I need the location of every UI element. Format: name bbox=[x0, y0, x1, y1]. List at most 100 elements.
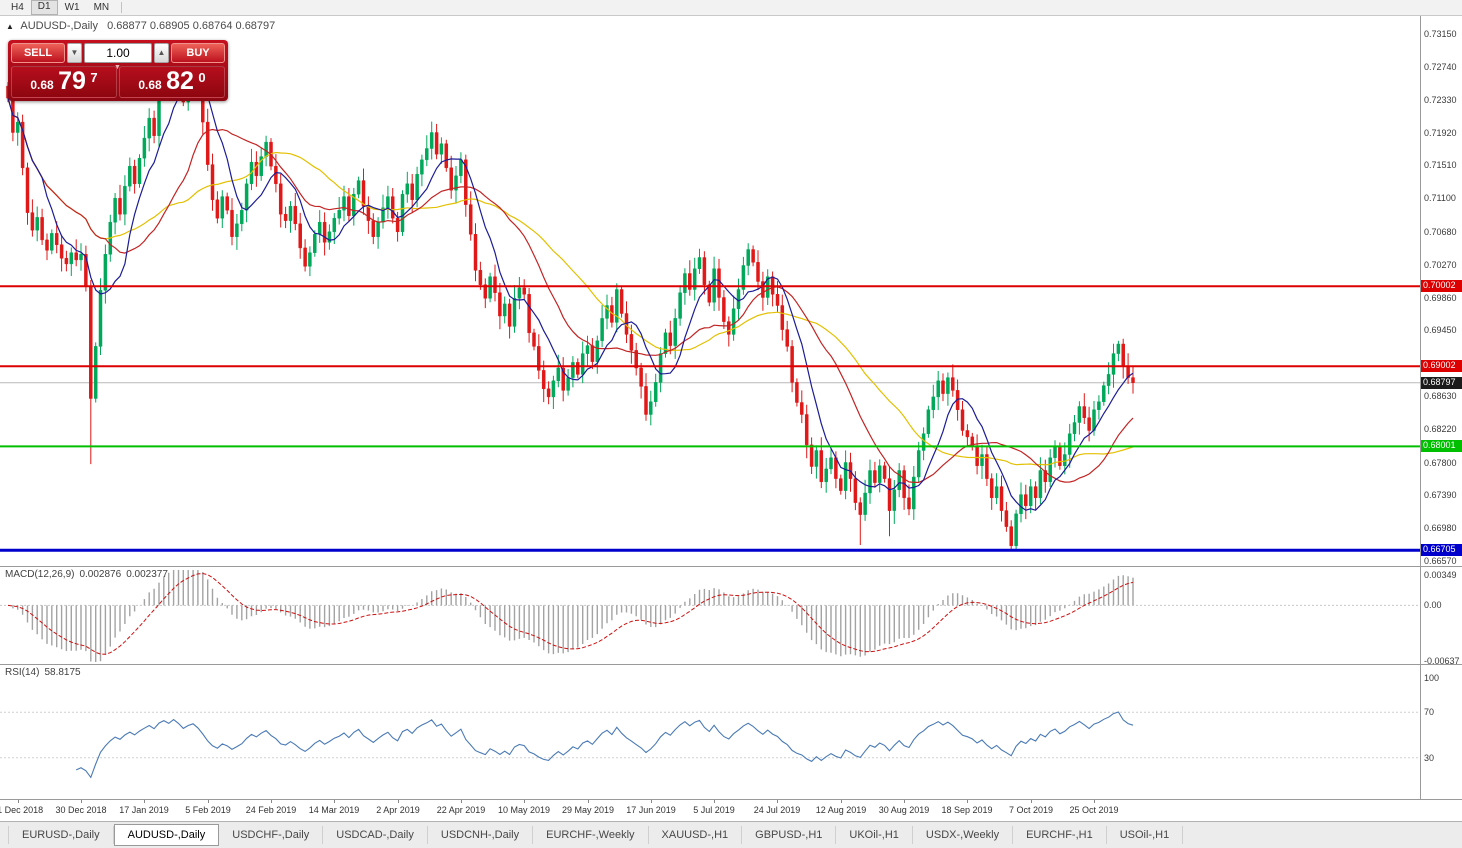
price-level-tag: 0.70002 bbox=[1421, 280, 1462, 292]
price-tick: 0.68630 bbox=[1424, 391, 1457, 401]
tab-usdcad-daily[interactable]: USDCAD-,Daily bbox=[323, 826, 428, 844]
tab-eurusd-daily[interactable]: EURUSD-,Daily bbox=[8, 826, 114, 844]
price-tick: 0.66570 bbox=[1424, 556, 1457, 566]
tab-gbpusd-h1[interactable]: GBPUSD-,H1 bbox=[742, 826, 837, 844]
tab-eurchf-weekly[interactable]: EURCHF-,Weekly bbox=[533, 826, 649, 844]
date-axis[interactable]: 11 Dec 2018 30 Dec 2018 17 Jan 2019 5 Feb 2… bbox=[0, 799, 1462, 821]
buy-button[interactable]: BUY bbox=[171, 43, 225, 63]
date-label: 12 Aug 2019 bbox=[815, 805, 867, 815]
date-label: 5 Jul 2019 bbox=[693, 805, 735, 815]
macd-tick: -0.00637 bbox=[1424, 656, 1460, 666]
date-label: 24 Jul 2019 bbox=[753, 805, 801, 815]
price-tick: 0.69860 bbox=[1424, 293, 1457, 303]
tab-ukoil-h1[interactable]: UKOil-,H1 bbox=[836, 826, 913, 844]
rsi-title: RSI(14) 58.8175 bbox=[5, 667, 86, 678]
panel-divider[interactable] bbox=[0, 566, 1462, 567]
date-label: 22 Apr 2019 bbox=[436, 805, 486, 815]
sell-button[interactable]: SELL bbox=[11, 43, 65, 63]
buy-price-display[interactable]: 0.68 82 0 bbox=[119, 66, 225, 98]
volume-input[interactable] bbox=[84, 43, 152, 63]
date-tick-mark bbox=[651, 800, 652, 803]
date-tick-mark bbox=[461, 800, 462, 803]
date-label: 5 Feb 2019 bbox=[185, 805, 231, 815]
price-tick: 0.66980 bbox=[1424, 523, 1457, 533]
date-label: 2 Apr 2019 bbox=[376, 805, 420, 815]
rsi-axis[interactable]: 100 70 30 bbox=[1420, 665, 1462, 799]
panel-divider[interactable] bbox=[0, 664, 1462, 665]
rsi-value: 58.8175 bbox=[44, 667, 81, 678]
buy-price-prefix: 0.68 bbox=[138, 78, 162, 92]
date-label: 29 May 2019 bbox=[561, 805, 615, 815]
date-tick-mark bbox=[841, 800, 842, 803]
date-tick-mark bbox=[398, 800, 399, 803]
macd-axis[interactable]: 0.00349 0.00 -0.00637 bbox=[1420, 567, 1462, 666]
price-level-tag: 0.66705 bbox=[1421, 544, 1462, 556]
macd-tick: 0.00 bbox=[1424, 600, 1442, 610]
tab-xauusd-h1[interactable]: XAUUSD-,H1 bbox=[649, 826, 743, 844]
main-price-axis[interactable]: 0.73150 0.72740 0.72330 0.71920 0.71510 0.711… bbox=[1420, 16, 1462, 566]
rsi-tick: 70 bbox=[1424, 707, 1435, 717]
chart-symbol-label: AUDUSD-,Daily bbox=[20, 20, 98, 32]
date-tick-mark bbox=[967, 800, 968, 803]
date-label: 24 Feb 2019 bbox=[245, 805, 297, 815]
date-label: 17 Jun 2019 bbox=[626, 805, 676, 815]
timeframe-button-mn[interactable]: MN bbox=[93, 2, 110, 13]
price-tick: 0.71920 bbox=[1424, 128, 1457, 138]
volume-decrease-button[interactable]: ▼ bbox=[67, 43, 82, 63]
price-tick: 0.71510 bbox=[1424, 160, 1457, 170]
date-tick-mark bbox=[777, 800, 778, 803]
rsi-tick: 30 bbox=[1424, 753, 1435, 763]
date-label: 30 Aug 2019 bbox=[878, 805, 930, 815]
date-tick-mark bbox=[714, 800, 715, 803]
tab-usdcnh-daily[interactable]: USDCNH-,Daily bbox=[428, 826, 534, 844]
date-tick-mark bbox=[81, 800, 82, 803]
macd-canvas[interactable] bbox=[0, 567, 1420, 664]
spread-marker-icon: ▼ bbox=[114, 64, 121, 71]
price-level-tag: 0.69002 bbox=[1421, 360, 1462, 372]
buy-price-pipette: 0 bbox=[198, 70, 206, 85]
chart-ohlc-values: 0.68877 0.68905 0.68764 0.68797 bbox=[107, 20, 276, 32]
date-tick-mark bbox=[18, 800, 19, 803]
sell-price-pipette: 7 bbox=[90, 70, 98, 85]
macd-title: MACD(12,26,9) 0.002876 0.002377 bbox=[5, 569, 173, 580]
sell-price-display[interactable]: 0.68 79 7 bbox=[11, 66, 117, 98]
price-level-tag: 0.68001 bbox=[1421, 440, 1462, 452]
buy-price-big-digits: 82 bbox=[166, 67, 194, 95]
date-tick-mark bbox=[524, 800, 525, 803]
tab-usdx-weekly[interactable]: USDX-,Weekly bbox=[913, 826, 1014, 844]
price-tick: 0.73150 bbox=[1424, 29, 1457, 39]
macd-signal-value: 0.002377 bbox=[126, 569, 168, 580]
date-tick-mark bbox=[144, 800, 145, 803]
timeframe-button-h4[interactable]: H4 bbox=[11, 2, 24, 13]
tab-usoil-h1[interactable]: USOil-,H1 bbox=[1107, 826, 1184, 844]
period-toolbar: H4 D1 W1 MN bbox=[0, 0, 1462, 16]
main-chart-panel: ▲ AUDUSD-,Daily 0.68877 0.68905 0.68764 … bbox=[0, 16, 1462, 566]
main-chart-canvas[interactable] bbox=[0, 16, 1420, 566]
date-label: 7 Oct 2019 bbox=[1008, 805, 1054, 815]
price-tick: 0.69450 bbox=[1424, 325, 1457, 335]
sell-price-prefix: 0.68 bbox=[30, 78, 54, 92]
symbol-tabbar: EURUSD-,Daily AUDUSD-,Daily USDCHF-,Daily U… bbox=[0, 821, 1462, 848]
rsi-panel: RSI(14) 58.8175 100 70 30 bbox=[0, 665, 1462, 799]
rsi-name: RSI(14) bbox=[5, 667, 40, 678]
chart-header: ▲ AUDUSD-,Daily 0.68877 0.68905 0.68764 … bbox=[6, 20, 275, 32]
date-label: 18 Sep 2019 bbox=[941, 805, 993, 815]
macd-panel: MACD(12,26,9) 0.002876 0.002377 0.00349 0.0… bbox=[0, 567, 1462, 666]
price-tick: 0.68220 bbox=[1424, 424, 1457, 434]
timeframe-button-d1[interactable]: D1 bbox=[30, 0, 58, 15]
timeframe-button-w1[interactable]: W1 bbox=[64, 2, 80, 13]
one-click-collapse-icon[interactable]: ▲ bbox=[6, 22, 14, 31]
date-tick-mark bbox=[1094, 800, 1095, 803]
rsi-canvas[interactable] bbox=[0, 665, 1420, 799]
date-label: 11 Dec 2018 bbox=[0, 805, 44, 815]
date-label: 14 Mar 2019 bbox=[308, 805, 360, 815]
price-tick: 0.70680 bbox=[1424, 227, 1457, 237]
tab-audusd-daily[interactable]: AUDUSD-,Daily bbox=[113, 824, 220, 846]
date-tick-mark bbox=[208, 800, 209, 803]
volume-increase-button[interactable]: ▲ bbox=[154, 43, 169, 63]
tab-eurchf-h1[interactable]: EURCHF-,H1 bbox=[1013, 826, 1107, 844]
price-tick: 0.71100 bbox=[1424, 193, 1456, 203]
macd-name: MACD(12,26,9) bbox=[5, 569, 75, 580]
tab-usdchf-daily[interactable]: USDCHF-,Daily bbox=[219, 826, 324, 844]
